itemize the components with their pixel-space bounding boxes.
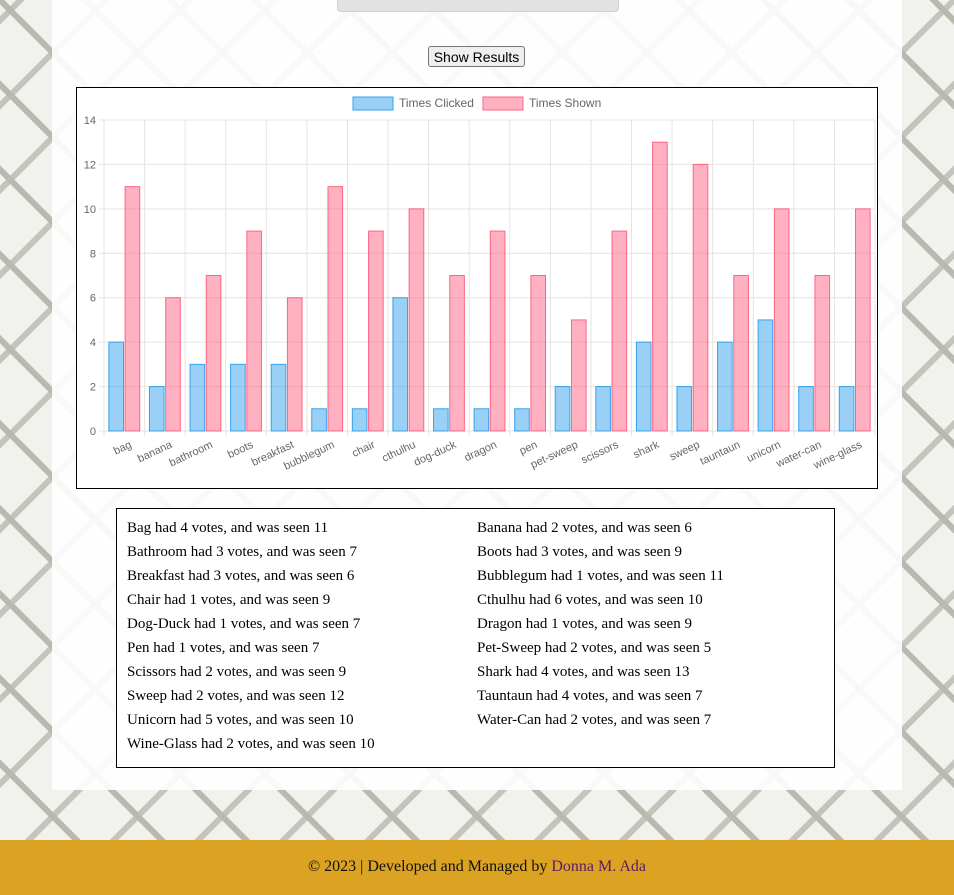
y-tick-label: 6 [90,293,96,305]
legend-swatch [482,96,524,111]
bar-clicked [270,363,287,432]
bar-shown [773,208,790,432]
result-item: Water-Can had 2 votes, and was seen 7 [477,712,712,728]
y-tick-label: 12 [84,159,96,171]
bar-shown [855,208,871,432]
show-results-button[interactable]: Show Results [428,46,525,67]
top-bar [337,0,619,12]
x-tick-label: cthulhu [380,439,417,465]
footer: © 2023 | Developed and Managed by Donna … [0,840,954,895]
bar-clicked [351,408,368,432]
votes-chart: 0 2 4 6 8 10 12 14 bag banana bathroom boots breakfa… [76,87,878,489]
bar-shown [611,230,628,432]
bar-clicked [676,386,693,432]
results-list: Bag had 4 votes, and was seen 11 Banana h… [127,516,827,756]
bar-clicked [514,408,530,432]
result-item: Cthulhu had 6 votes, and was seen 10 [477,592,703,608]
bar-shown [165,297,181,432]
result-item: Pen had 1 votes, and was seen 7 [127,640,320,656]
bar-shown [570,319,587,432]
bar-shown [246,230,262,432]
legend-label: Times Shown [529,96,601,110]
legend-swatch [352,96,394,111]
y-tick-label: 2 [90,382,96,394]
x-tick-label: sweep [668,439,702,463]
bar-clicked [108,341,124,432]
result-item: Breakfast had 3 votes, and was seen 6 [127,568,355,584]
x-tick-label: bathroom [168,439,215,470]
bar-clicked [392,297,409,432]
x-tick-label: tauntaun [698,439,742,468]
bar-shown [489,230,506,432]
y-tick-label: 0 [90,426,96,438]
bar-clicked [189,363,206,432]
bar-shown [286,297,303,432]
bar-shown [530,275,546,432]
bar-shown [652,141,668,432]
bar-clicked [148,386,165,432]
y-tick-label: 14 [84,115,96,127]
bar-shown [124,186,141,432]
result-item: Chair had 1 votes, and was seen 9 [127,592,331,608]
bar-shown [368,230,384,432]
result-item: Tauntaun had 4 votes, and was seen 7 [477,688,703,704]
bar-shown [692,163,709,432]
result-item: Pet-Sweep had 2 votes, and was seen 5 [477,640,712,656]
bar-clicked [838,386,855,432]
bar-shown [814,275,831,432]
bar-clicked [230,363,246,432]
x-tick-label: bag [112,439,134,458]
x-tick-label: shark [632,439,662,461]
bar-shown [408,208,425,432]
bar-shown [327,186,344,432]
result-item: Sweep had 2 votes, and was seen 12 [127,688,345,704]
result-item: Bathroom had 3 votes, and was seen 7 [127,544,357,560]
bar-clicked [595,386,611,432]
bar-clicked [554,386,571,432]
result-item: Shark had 4 votes, and was seen 13 [477,664,690,680]
result-item: Unicorn had 5 votes, and was seen 10 [127,712,354,728]
x-tick-label: scissors [579,439,621,467]
legend-label: Times Clicked [399,96,474,110]
x-tick-label: chair [350,439,377,460]
bar-clicked [473,408,490,432]
y-tick-label: 4 [90,337,96,349]
x-tick-label: pen [518,439,540,458]
footer-text: © 2023 | Developed and Managed by [308,858,552,875]
bar-shown [205,275,222,432]
bar-clicked [311,408,327,432]
result-item: Banana had 2 votes, and was seen 6 [477,520,692,536]
bar-clicked [717,341,733,432]
result-item: Boots had 3 votes, and was seen 9 [477,544,682,560]
bar-shown [733,275,749,432]
y-tick-label: 8 [90,248,96,260]
bar-clicked [757,319,774,432]
result-item: Wine-Glass had 2 votes, and was seen 10 [127,736,375,752]
y-tick-label: 10 [84,204,96,216]
bar-clicked [635,341,652,432]
x-tick-label: dog-duck [412,439,459,469]
result-item: Scissors had 2 votes, and was seen 9 [127,664,347,680]
author-link[interactable]: Donna M. Ada [551,858,646,875]
x-tick-label: dragon [463,439,499,464]
bar-shown [449,275,465,432]
result-item: Dragon had 1 votes, and was seen 9 [477,616,692,632]
result-item: Bubblegum had 1 votes, and was seen 11 [477,568,724,584]
bar-clicked [798,386,814,432]
results-list-box: Bag had 4 votes, and was seen 11 Banana h… [116,508,835,768]
result-item: Bag had 4 votes, and was seen 11 [127,520,329,536]
result-item: Dog-Duck had 1 votes, and was seen 7 [127,616,361,632]
bar-clicked [433,408,449,432]
